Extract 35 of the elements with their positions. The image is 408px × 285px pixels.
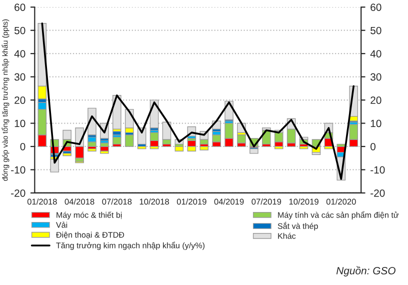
y-tick-label: 20 [14,96,26,104]
y2-tick-label: 0 [370,142,376,150]
x-tick-label: 01/2020 [326,198,356,205]
y2-tick-label: 40 [370,50,382,58]
y2-tick-label: -20 [370,189,385,197]
y-tick-label: 60 [14,4,26,11]
y2-tick-label: 10 [370,120,382,128]
legend-label: Máy tính và các sản phẩm điện tử [278,211,399,220]
x-tick-label: 07/2018 [102,198,132,205]
y-tick-label: 10 [14,120,26,128]
x-tick-label: 07/2019 [252,198,282,205]
y-tick-label: 30 [14,73,26,81]
y2-tick-label: 50 [370,26,382,34]
y2-tick-label: 60 [370,4,382,11]
x-tick-label: 01/2019 [176,198,206,205]
legend-label: Sắt và thép [278,222,318,231]
legend-label: Khác [278,232,296,239]
x-tick-label: 10/2018 [140,198,169,205]
legend-label: Tăng trưởng kim ngạch nhập khẩu (y/y%) [56,242,204,250]
y2-tick-label: 20 [370,96,382,104]
text: Nguồn: GSO [336,266,396,276]
y-tick-label: 50 [14,26,26,34]
x-tick-label: 10/2019 [289,198,318,205]
x-tick-label: 01/2018 [27,198,57,205]
y-tick-label: -20 [11,189,26,197]
y2-tick-label: 30 [370,73,382,81]
x-tick-label: 04/2019 [214,198,244,205]
y-tick-label: 40 [14,50,26,58]
x-tick-label: 04/2018 [64,198,94,205]
y-tick-label: 0 [20,142,26,150]
legend-label: Vải [56,222,68,228]
legend-label: Máy móc & thiết bị [56,212,122,220]
y2-tick-label: -10 [370,166,385,174]
y-tick-label: -10 [11,166,26,174]
legend-label: Điện thoại & ĐTDĐ [56,232,124,239]
